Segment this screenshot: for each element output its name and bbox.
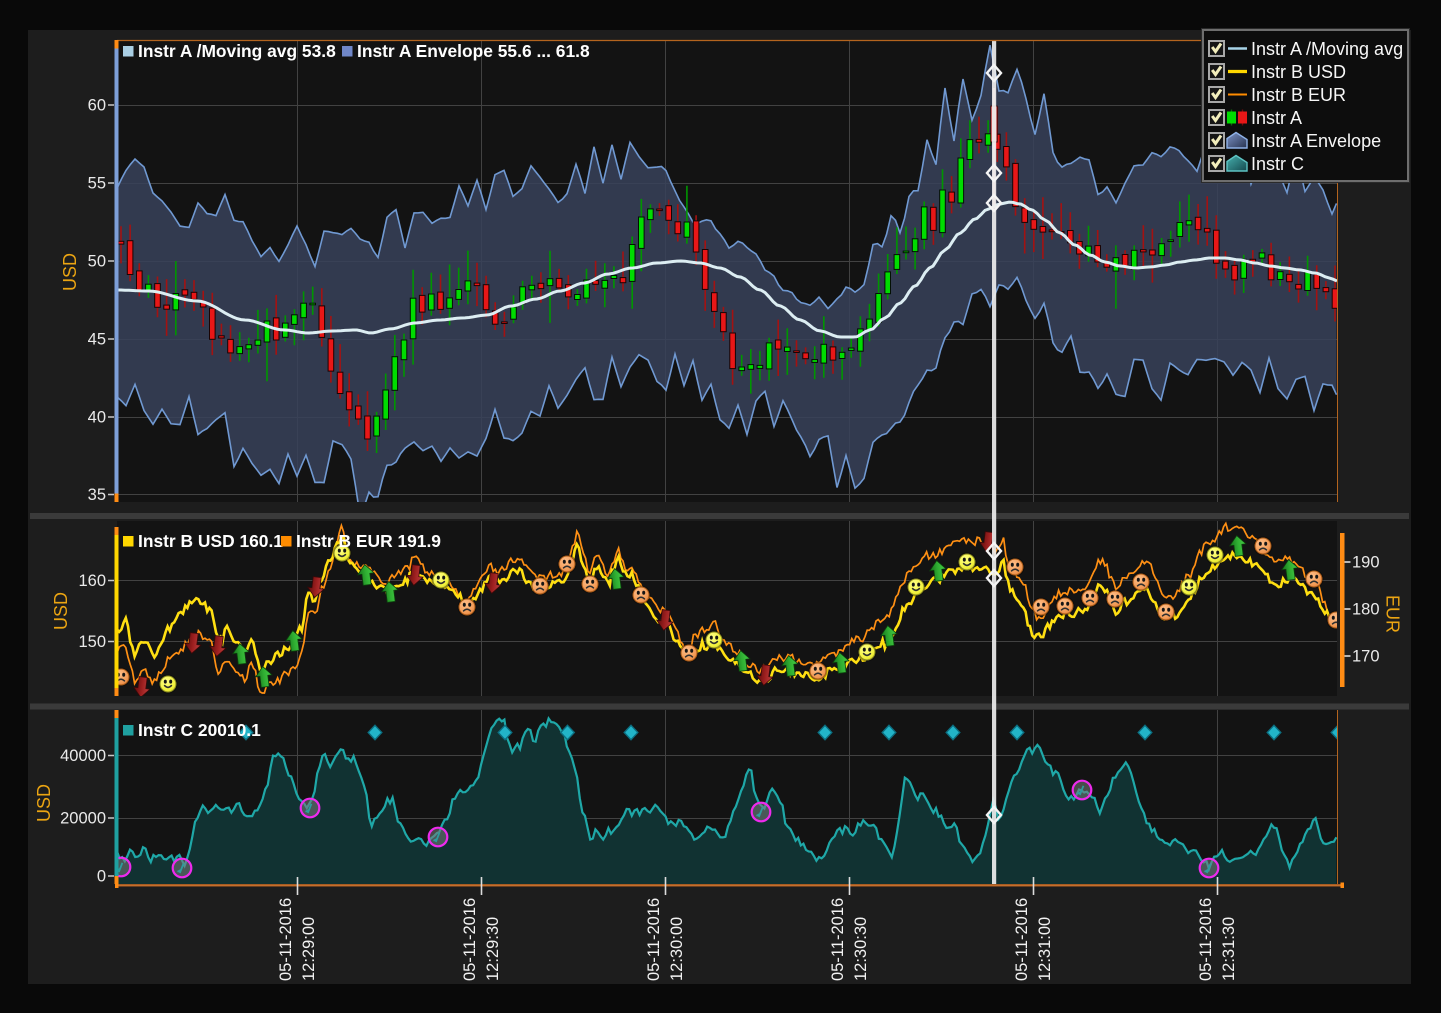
svg-text:12:30:30: 12:30:30 [852,917,870,981]
svg-text:Instr A /Moving avg 53.8: Instr A /Moving avg 53.8 [138,41,336,61]
svg-text:12:29:30: 12:29:30 [484,917,502,981]
svg-text:12:29:00: 12:29:00 [300,917,318,981]
svg-text:05-11-2016: 05-11-2016 [461,898,479,981]
svg-text:Instr B USD: Instr B USD [1251,62,1346,82]
svg-text:Instr C: Instr C [1251,154,1304,174]
svg-text:170: 170 [1352,648,1380,666]
svg-text:Instr A: Instr A [1251,108,1302,128]
svg-text:35: 35 [88,486,106,504]
svg-text:0: 0 [97,868,106,886]
svg-text:05-11-2016: 05-11-2016 [829,898,847,981]
svg-text:160: 160 [78,572,106,590]
svg-text:190: 190 [1352,554,1380,572]
svg-text:Instr C 20010.1: Instr C 20010.1 [138,720,261,740]
svg-text:05-11-2016: 05-11-2016 [1013,898,1031,981]
svg-text:40000: 40000 [60,747,106,765]
svg-text:12:30:00: 12:30:00 [668,917,686,981]
svg-text:40: 40 [88,409,106,427]
svg-text:05-11-2016: 05-11-2016 [1197,898,1215,981]
svg-text:EUR: EUR [1383,595,1403,633]
svg-text:USD: USD [34,784,54,822]
svg-text:USD: USD [60,253,80,291]
svg-text:180: 180 [1352,601,1380,619]
svg-text:Instr B EUR 191.9: Instr B EUR 191.9 [296,531,441,551]
svg-text:55: 55 [88,175,106,193]
svg-text:Instr B USD 160.1: Instr B USD 160.1 [138,531,283,551]
svg-text:45: 45 [88,331,106,349]
svg-text:05-11-2016: 05-11-2016 [645,898,663,981]
svg-text:Instr A /Moving avg: Instr A /Moving avg [1251,39,1403,59]
svg-text:20000: 20000 [60,810,106,828]
svg-text:12:31:30: 12:31:30 [1220,917,1238,981]
svg-text:USD: USD [51,592,71,630]
svg-text:60: 60 [88,97,106,115]
svg-text:Instr A Envelope: Instr A Envelope [1251,131,1381,151]
svg-text:150: 150 [78,633,106,651]
svg-text:12:31:00: 12:31:00 [1036,917,1054,981]
svg-text:05-11-2016: 05-11-2016 [277,898,295,981]
svg-text:50: 50 [88,253,106,271]
svg-text:Instr B EUR: Instr B EUR [1251,85,1346,105]
svg-text:Instr A Envelope 55.6 ... 61.8: Instr A Envelope 55.6 ... 61.8 [357,41,590,61]
